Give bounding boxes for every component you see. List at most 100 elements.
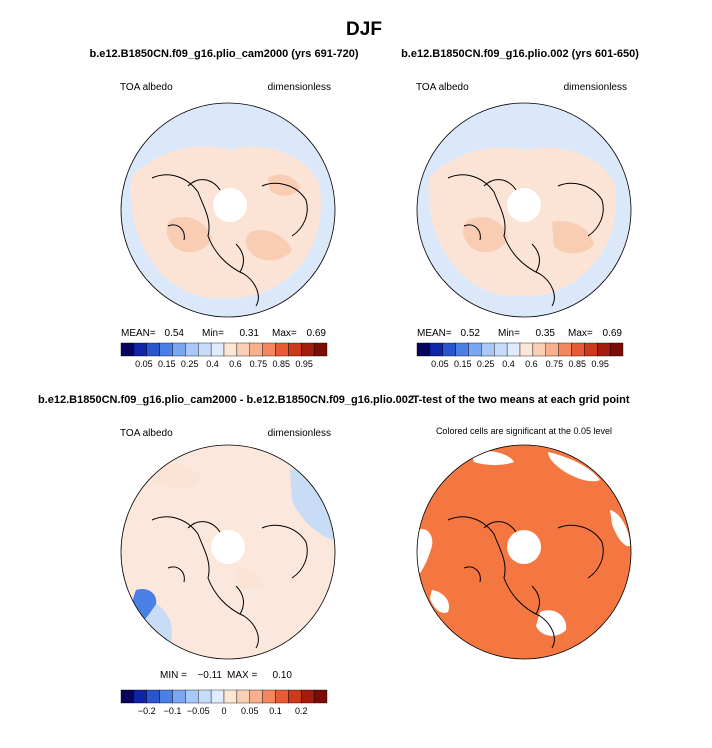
- colorbar-tick-label: 0.75: [546, 359, 564, 369]
- panel-c-positive-patch: [236, 568, 262, 590]
- colorbar-swatch: [275, 342, 289, 357]
- colorbar-swatch: [249, 342, 263, 357]
- colorbar-swatch: [210, 342, 225, 357]
- stat-value: 0.54: [165, 328, 185, 339]
- panel-model-b: b.e12.B1850CN.f09_g16.plio.002 (yrs 601-…: [401, 48, 639, 369]
- panel-model-a: b.e12.B1850CN.f09_g16.plio_cam2000 (yrs …: [89, 48, 358, 369]
- panel-b-variable: TOA albedo: [416, 82, 469, 93]
- panel-c-stats: MIN = −0.11 MAX = 0.10: [160, 670, 292, 681]
- colorbar-swatch: [159, 689, 173, 704]
- stat-value: 0.69: [307, 328, 327, 339]
- stat-label: MAX =: [227, 670, 257, 681]
- panel-b-pole-hole: [507, 188, 541, 222]
- panel-d-map-border: [416, 444, 632, 660]
- colorbar-swatch: [301, 342, 315, 357]
- colorbar-swatch: [172, 342, 186, 357]
- panel-c-colorbar: −0.2 −0.1 −0.05 0 0.05 0.1 0.2: [120, 689, 328, 716]
- stat-label: Min=: [498, 328, 520, 339]
- colorbar-swatch: [120, 689, 135, 704]
- colorbar-swatch: [545, 342, 559, 357]
- colorbar-swatch: [262, 689, 276, 704]
- stat-label: Max=: [568, 328, 593, 339]
- colorbar-swatch: [288, 342, 302, 357]
- stat-label: Min=: [202, 328, 224, 339]
- colorbar-swatch: [571, 342, 585, 357]
- panel-ttest: T-test of the two means at each grid poi…: [413, 394, 632, 660]
- colorbar-swatch: [597, 342, 611, 357]
- colorbar-tick-label: 0.05: [135, 359, 153, 369]
- colorbar-tick-label: 0.25: [477, 359, 495, 369]
- colorbar-tick-label: 0.25: [181, 359, 199, 369]
- colorbar-swatch: [223, 342, 238, 357]
- colorbar-swatch: [494, 342, 508, 357]
- colorbar-swatch: [120, 342, 135, 357]
- panel-d-map: [417, 445, 631, 659]
- panel-d-insignificant-area: [548, 452, 600, 482]
- stat-value: 0.35: [536, 328, 556, 339]
- panel-a-map-border: [120, 102, 336, 318]
- colorbar-tick-label: 0.85: [272, 359, 290, 369]
- colorbar-swatch: [236, 689, 250, 704]
- panel-b-title: b.e12.B1850CN.f09_g16.plio.002 (yrs 601-…: [401, 48, 639, 60]
- colorbar-swatch: [455, 342, 469, 357]
- colorbar-swatch: [198, 342, 212, 357]
- colorbar-tick-label: 0: [221, 706, 226, 716]
- colorbar-tick-label: 0.4: [502, 359, 515, 369]
- stat-value: −0.11: [197, 670, 222, 681]
- colorbar-swatch: [506, 342, 521, 357]
- colorbar-swatch: [198, 689, 212, 704]
- colorbar-swatch: [442, 342, 456, 357]
- panel-c-positive-patch: [149, 463, 200, 489]
- colorbar-tick-label: 0.2: [295, 706, 308, 716]
- colorbar-tick-label: 0.6: [525, 359, 538, 369]
- colorbar-swatch: [519, 342, 534, 357]
- colorbar-swatch: [223, 689, 238, 704]
- colorbar-swatch: [468, 342, 482, 357]
- panel-c-title: b.e12.B1850CN.f09_g16.plio_cam2000 - b.e…: [38, 394, 414, 406]
- stat-value: 0.31: [240, 328, 260, 339]
- colorbar-tick-label: 0.95: [591, 359, 609, 369]
- colorbar-swatch: [146, 689, 160, 704]
- panel-a-stats: MEAN= 0.54 Min= 0.31 Max= 0.69: [121, 328, 326, 339]
- colorbar-tick-label: 0.15: [454, 359, 472, 369]
- panel-b-map-border: [416, 102, 632, 318]
- panel-d-title: T-test of the two means at each grid poi…: [413, 394, 630, 406]
- colorbar-swatch: [146, 342, 160, 357]
- panel-a-title: b.e12.B1850CN.f09_g16.plio_cam2000 (yrs …: [89, 48, 358, 60]
- colorbar-swatch: [262, 342, 276, 357]
- panel-c-coastline: [151, 516, 308, 649]
- colorbar-tick-label: −0.05: [187, 706, 210, 716]
- panel-d-coastline: [447, 516, 604, 649]
- colorbar-tick-label: 0.1: [269, 706, 282, 716]
- colorbar-swatch: [236, 342, 250, 357]
- panel-d-insignificant-area: [430, 590, 450, 613]
- stat-label: MEAN=: [417, 328, 452, 339]
- panel-d-insignificant-area: [536, 610, 567, 636]
- colorbar-swatch: [172, 689, 186, 704]
- panel-difference: b.e12.B1850CN.f09_g16.plio_cam2000 - b.e…: [38, 394, 414, 716]
- panel-d-pole-hole: [507, 530, 541, 564]
- panel-a-units: dimensionless: [268, 82, 331, 93]
- colorbar-swatch: [275, 689, 289, 704]
- stat-label: Max=: [272, 328, 297, 339]
- panel-a-variable: TOA albedo: [120, 82, 173, 93]
- panel-d-insignificant-area: [610, 510, 630, 547]
- colorbar-swatch: [584, 342, 598, 357]
- panel-d-insignificant-area: [417, 529, 433, 578]
- colorbar-tick-label: 0.4: [206, 359, 219, 369]
- panel-c-pole-hole: [211, 530, 245, 564]
- colorbar-swatch: [416, 342, 431, 357]
- colorbar-swatch: [133, 342, 147, 357]
- colorbar-swatch: [481, 342, 495, 357]
- colorbar-tick-label: 0.05: [431, 359, 449, 369]
- colorbar-swatch: [185, 689, 199, 704]
- colorbar-tick-label: 0.75: [250, 359, 268, 369]
- stat-label: MIN =: [160, 670, 187, 681]
- colorbar-swatch: [159, 342, 173, 357]
- panel-b-colorbar: 0.05 0.15 0.25 0.4 0.6 0.75 0.85 0.95: [416, 342, 624, 369]
- panel-b-stats: MEAN= 0.52 Min= 0.35 Max= 0.69: [417, 328, 622, 339]
- colorbar-swatch: [210, 689, 225, 704]
- panel-b-coastline: [447, 174, 604, 307]
- colorbar-swatch: [249, 689, 263, 704]
- panel-b-units: dimensionless: [564, 82, 627, 93]
